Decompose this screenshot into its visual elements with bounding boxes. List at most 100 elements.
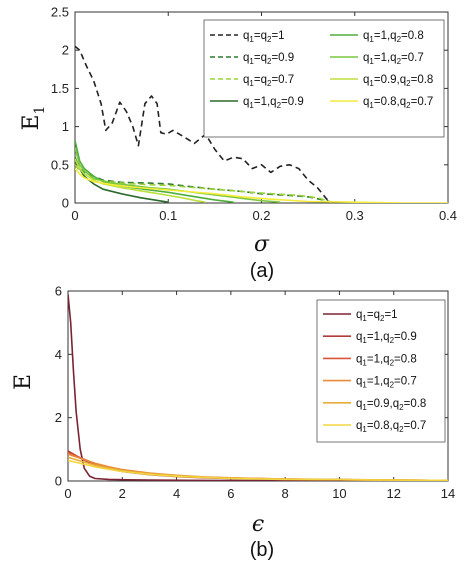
legend-label-subscript: 1: [362, 336, 367, 345]
legend-label-text: q: [363, 30, 369, 42]
legend-box: [316, 299, 446, 443]
legend-label-text: =0.9: [281, 96, 304, 108]
y-axis-label-main: E: [11, 374, 36, 390]
legend-item: q1=1,q2=0.7: [330, 52, 424, 66]
series-line: [75, 160, 332, 203]
legend-label-text: =0.8,q: [374, 96, 406, 108]
legend-label-subscript: 2: [397, 57, 402, 66]
legend-label: q1=q2=1: [356, 309, 398, 323]
legend-label-text: =0.9: [394, 331, 417, 343]
series-group: [68, 294, 448, 481]
x-axis-label: σ: [254, 232, 270, 257]
legend-item: q1=q2=0.9: [210, 52, 294, 66]
x-tick-label: 12: [386, 486, 400, 501]
legend-label-subscript: 1: [249, 35, 254, 44]
x-tick-label: 0.2: [252, 208, 270, 223]
legend-label-text: =1,q: [367, 331, 390, 343]
legend-label: q1=0.8,q2=0.7: [356, 420, 426, 434]
legend-label-text: =0.9,q: [374, 74, 406, 86]
legend-label-text: q: [356, 353, 362, 365]
x-tick-label: 10: [332, 486, 346, 501]
series-line: [75, 158, 206, 203]
y-tick-label: 0: [55, 474, 62, 489]
legend-label-subscript: 1: [249, 101, 254, 110]
legend-label-subscript: 1: [249, 57, 254, 66]
legend-label: q1=0.9,q2=0.8: [356, 398, 426, 412]
x-axis-label: ϵ: [252, 512, 264, 537]
series-line: [68, 459, 448, 481]
x-tick-label: 0.1: [159, 208, 177, 223]
legend-label-text: q: [356, 331, 362, 343]
legend-label: q1=1,q2=0.7: [356, 376, 417, 390]
series-group: [75, 45, 448, 203]
legend-label-subscript: 2: [380, 314, 385, 323]
legend-label: q1=1,q2=0.8: [356, 353, 417, 367]
legend-label-text: q: [243, 96, 249, 108]
legend-label-text: q: [356, 309, 362, 321]
y-axis-label-main: E: [19, 114, 44, 130]
legend-label-subscript: 2: [390, 358, 395, 367]
legend-label-subscript: 2: [277, 101, 282, 110]
y-axis-label: E: [11, 374, 36, 390]
legend-label-text: q: [363, 96, 369, 108]
legend-label: q1=1,q2=0.9: [243, 96, 304, 110]
legend-label-subscript: 1: [369, 79, 374, 88]
legend-label-text: =1: [271, 30, 284, 42]
legend-label-subscript: 1: [362, 403, 367, 412]
chart-panel-a: 00.511.522.50 0.1 0.2 0.3 0.4E1σ(a)q1=q2=1q1…: [19, 5, 457, 283]
legend-label: q1=q2=0.9: [243, 52, 294, 66]
legend-item: q1=1,q2=0.8: [330, 30, 424, 44]
legend-label: q1=0.9,q2=0.8: [363, 74, 433, 88]
legend-label-subscript: 1: [369, 101, 374, 110]
y-tick-label: 0.5: [51, 157, 69, 172]
legend-label-text: =0.9,q: [367, 398, 399, 410]
legend-label-text: =0.8: [401, 30, 424, 42]
x-tick-label: 0: [64, 486, 71, 501]
legend-label-text: =0.7: [271, 74, 294, 86]
legend: q1=q2=1q1=q2=0.9q1=q2=0.7q1=1,q2=0.9q1=1…: [203, 19, 445, 138]
y-axis-label: E1: [19, 106, 48, 131]
legend-label-text: =1,q: [367, 353, 390, 365]
legend-box: [203, 19, 445, 138]
y-tick-label: 0: [62, 196, 69, 211]
y-tick-label: 2.5: [51, 5, 69, 20]
legend-label-text: =0.7: [404, 420, 427, 432]
legend-label: q1=1,q2=0.7: [363, 52, 424, 66]
legend-label: q1=1,q2=0.9: [356, 331, 417, 345]
legend-item: q1=1,q2=0.8: [323, 353, 417, 367]
legend-item: q1=0.9,q2=0.8: [323, 398, 426, 412]
legend-label-text: =q: [254, 30, 267, 42]
legend-label-text: =0.8: [404, 398, 427, 410]
legend-label-text: =q: [367, 309, 380, 321]
panel-caption: (b): [250, 539, 274, 561]
legend-label-text: =0.7: [411, 96, 434, 108]
legend-label-text: =0.8,q: [367, 420, 399, 432]
legend-label-text: q: [356, 398, 362, 410]
legend-label-subscript: 2: [390, 336, 395, 345]
y-tick-label: 6: [55, 284, 62, 299]
y-tick-label: 2: [55, 410, 62, 425]
legend-label-subscript: 1: [369, 35, 374, 44]
legend-label-subscript: 2: [399, 425, 404, 434]
legend-label-text: q: [356, 420, 362, 432]
legend-label-subscript: 2: [267, 79, 272, 88]
legend-label-text: =1: [384, 309, 397, 321]
legend-label-text: =0.9: [271, 52, 294, 64]
legend-item: q1=0.9,q2=0.8: [330, 74, 433, 88]
legend-item: q1=0.8,q2=0.7: [323, 420, 426, 434]
legend-item: q1=0.8,q2=0.7: [330, 96, 433, 110]
legend-label-text: =0.7: [394, 376, 417, 388]
legend-label-text: =q: [254, 52, 267, 64]
x-tick-label: 4: [173, 486, 180, 501]
legend-label-subscript: 2: [390, 381, 395, 390]
legend-item: q1=1,q2=0.7: [323, 376, 417, 390]
legend-label-subscript: 1: [369, 57, 374, 66]
legend-label-subscript: 2: [406, 101, 411, 110]
legend-item: q1=q2=1: [323, 309, 398, 323]
legend-label: q1=q2=1: [243, 30, 285, 44]
legend: q1=q2=1q1=1,q2=0.9q1=1,q2=0.8q1=1,q2=0.7…: [316, 299, 446, 443]
y-axis-label-subscript: 1: [32, 106, 48, 115]
legend-label-subscript: 1: [362, 381, 367, 390]
legend-label-text: q: [363, 52, 369, 64]
